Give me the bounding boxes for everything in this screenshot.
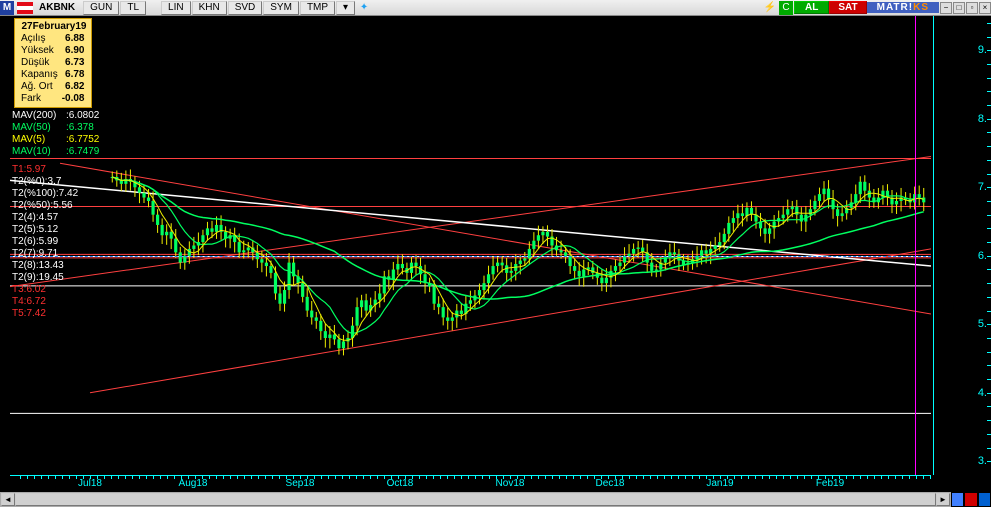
y-tick-label: 5. bbox=[978, 318, 987, 330]
x-tick-label: Jan19 bbox=[706, 478, 733, 489]
scroll-track[interactable] bbox=[15, 493, 936, 506]
ohlc-value: 6.73 bbox=[60, 57, 87, 69]
ohlc-panel: 27February19 Açılış6.88Yüksek6.90Düşük6.… bbox=[14, 18, 92, 108]
indicator-row: MAV(5):6.7752 bbox=[12, 134, 99, 146]
x-tick-label: Sep18 bbox=[286, 478, 315, 489]
symbol-label: AKBNK bbox=[35, 2, 83, 13]
chart-candles bbox=[10, 16, 931, 475]
y-tick-label: 3. bbox=[978, 455, 987, 467]
buy-button[interactable]: AL bbox=[794, 1, 829, 14]
tool-icon-1[interactable] bbox=[952, 493, 963, 506]
scale-button[interactable]: LIN bbox=[161, 1, 191, 15]
indicator-row: MAV(10):6.7479 bbox=[12, 146, 99, 158]
nav-left-icon[interactable] bbox=[965, 493, 976, 506]
twitter-icon[interactable]: ✦ bbox=[357, 1, 371, 15]
x-tick-label: Dec18 bbox=[596, 478, 625, 489]
level-label: T3:6.02 bbox=[12, 284, 78, 296]
x-tick-label: Nov18 bbox=[496, 478, 525, 489]
y-tick-label: 9. bbox=[978, 44, 987, 56]
x-axis: Jul18 Aug18 Sep18 Oct18 Nov18 Dec18 Jan19 Feb19 bbox=[10, 475, 931, 491]
ohlc-label: Açılış bbox=[19, 33, 60, 45]
x-tick-label: Oct18 bbox=[387, 478, 414, 489]
app-logo-icon: M bbox=[0, 1, 14, 15]
level-label: T1:5.97 bbox=[12, 164, 78, 176]
ohlc-date: 27February19 bbox=[19, 21, 87, 33]
dropdown-button[interactable]: ▾ bbox=[336, 1, 355, 15]
khn-button[interactable]: KHN bbox=[192, 1, 227, 15]
ohlc-value: -0.08 bbox=[60, 93, 87, 105]
refresh-icon[interactable]: C bbox=[779, 1, 793, 15]
scroll-right-button[interactable]: ► bbox=[936, 493, 950, 506]
level-label: T2(%0):3.7 bbox=[12, 176, 78, 188]
y-tick-label: 4. bbox=[978, 387, 987, 399]
ohlc-label: Yüksek bbox=[19, 45, 60, 57]
x-tick-label: Jul18 bbox=[78, 478, 102, 489]
close-icon[interactable]: × bbox=[979, 2, 991, 14]
maximize-icon[interactable]: ▫ bbox=[966, 2, 978, 14]
scroll-left-button[interactable]: ◄ bbox=[1, 493, 15, 506]
nav-right-icon[interactable] bbox=[979, 493, 990, 506]
ohlc-value: 6.78 bbox=[60, 69, 87, 81]
scroll-thumb[interactable] bbox=[15, 493, 936, 506]
cursor-vertical-line bbox=[915, 16, 916, 475]
level-label: T4:6.72 bbox=[12, 296, 78, 308]
indicator-row: MAV(200):6.0802 bbox=[12, 110, 99, 122]
level-label: T2(7):9.71 bbox=[12, 248, 78, 260]
y-tick-label: 8. bbox=[978, 113, 987, 125]
ohlc-value: 6.82 bbox=[60, 81, 87, 93]
brand-label: MATR!KS bbox=[867, 2, 939, 13]
ohlc-label: Fark bbox=[19, 93, 60, 105]
minimize-icon[interactable]: − bbox=[940, 2, 952, 14]
chart-area[interactable]: 27February19 Açılış6.88Yüksek6.90Düşük6.… bbox=[10, 16, 931, 475]
x-tick-label: Feb19 bbox=[816, 478, 844, 489]
level-label: T2(%50):5.56 bbox=[12, 200, 78, 212]
ohlc-value: 6.88 bbox=[60, 33, 87, 45]
y-tick-label: 6. bbox=[978, 250, 987, 262]
tmp-button[interactable]: TMP bbox=[300, 1, 335, 15]
ohlc-label: Kapanış bbox=[19, 69, 60, 81]
level-label: T2(5):5.12 bbox=[12, 224, 78, 236]
level-label: T2(9):19.45 bbox=[12, 272, 78, 284]
ohlc-value: 6.90 bbox=[60, 45, 87, 57]
cursor-horizontal-line bbox=[10, 256, 931, 257]
restore-icon[interactable]: □ bbox=[953, 2, 965, 14]
period-button[interactable]: GUN bbox=[83, 1, 119, 15]
level-labels: T1:5.97T2(%0):3.7T2(%100):7.42T2(%50):5.… bbox=[12, 164, 78, 320]
lightning-icon[interactable]: ⚡ bbox=[763, 1, 777, 15]
x-tick-label: Aug18 bbox=[179, 478, 208, 489]
y-tick-label: 7. bbox=[978, 181, 987, 193]
svd-button[interactable]: SVD bbox=[228, 1, 263, 15]
ohlc-label: Ağ. Ort bbox=[19, 81, 60, 93]
level-label: T2(%100):7.42 bbox=[12, 188, 78, 200]
flag-icon bbox=[17, 2, 33, 14]
level-label: T2(8):13.43 bbox=[12, 260, 78, 272]
indicator-labels: MAV(200):6.0802MAV(50):6.378MAV(5):6.775… bbox=[12, 110, 99, 158]
level-label: T5:7.42 bbox=[12, 308, 78, 320]
bottom-right-icons bbox=[951, 492, 991, 507]
currency-button[interactable]: TL bbox=[120, 1, 146, 15]
sell-button[interactable]: SAT bbox=[829, 1, 866, 14]
level-label: T2(6):5.99 bbox=[12, 236, 78, 248]
toolbar: M AKBNK GUN TL LIN KHN SVD SYM TMP ▾ ✦ ⚡… bbox=[0, 0, 991, 16]
indicator-row: MAV(50):6.378 bbox=[12, 122, 99, 134]
y-axis: 3. 4. 5. 6. 7. 8. 9. bbox=[933, 16, 991, 475]
ohlc-label: Düşük bbox=[19, 57, 60, 69]
horizontal-scrollbar[interactable]: ◄ ► bbox=[0, 492, 951, 507]
sym-button[interactable]: SYM bbox=[263, 1, 299, 15]
level-label: T2(4):4.57 bbox=[12, 212, 78, 224]
